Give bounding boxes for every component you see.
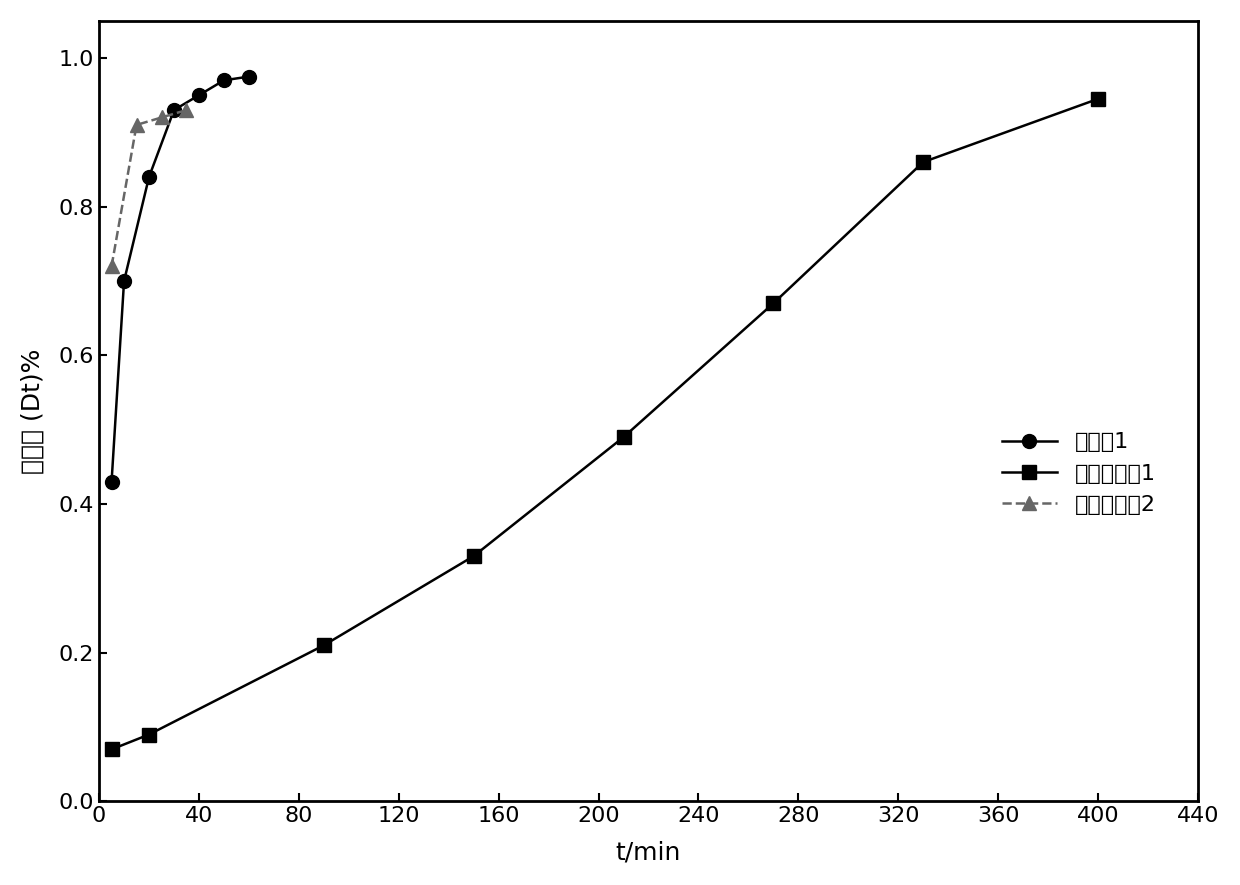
实施例1 xyxy=(104,476,119,487)
对比实施例1 xyxy=(766,298,781,309)
Y-axis label: 降解率 (Dt)%: 降解率 (Dt)% xyxy=(21,349,45,473)
实施例1 xyxy=(166,104,181,115)
实施例1 xyxy=(141,172,156,182)
实施例1 xyxy=(217,75,232,86)
Line: 对比实施例2: 对比实施例2 xyxy=(104,103,193,273)
对比实施例1 xyxy=(104,744,119,755)
对比实施例1 xyxy=(466,550,481,561)
对比实施例1 xyxy=(616,432,631,442)
对比实施例2 xyxy=(129,119,144,130)
Line: 对比实施例1: 对比实施例1 xyxy=(104,92,1105,757)
实施例1 xyxy=(191,90,206,101)
对比实施例2 xyxy=(154,112,169,123)
对比实施例1 xyxy=(916,157,931,167)
Legend: 实施例1, 对比实施例1, 对比实施例2: 实施例1, 对比实施例1, 对比实施例2 xyxy=(993,424,1164,524)
对比实施例1 xyxy=(141,729,156,740)
Line: 实施例1: 实施例1 xyxy=(104,70,255,489)
X-axis label: t/min: t/min xyxy=(616,840,681,864)
对比实施例2 xyxy=(104,261,119,272)
实施例1 xyxy=(117,276,131,287)
对比实施例1 xyxy=(1091,94,1106,104)
对比实施例2 xyxy=(179,104,193,115)
实施例1 xyxy=(242,72,257,82)
对比实施例1 xyxy=(316,640,331,650)
